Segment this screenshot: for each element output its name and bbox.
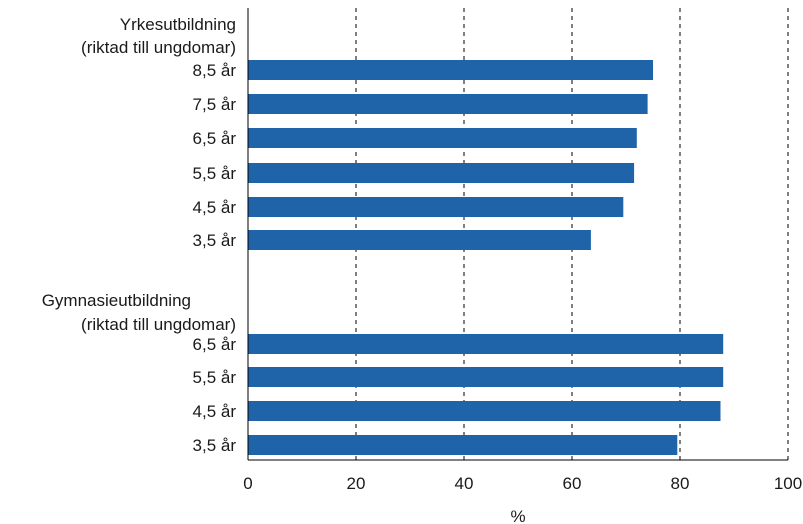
bar <box>248 334 724 354</box>
group-2-title-line1: Gymnasieutbildning <box>42 291 191 310</box>
x-tick-label: 60 <box>563 474 582 493</box>
bar <box>248 197 624 217</box>
bar <box>248 230 591 250</box>
category-label: 7,5 år <box>193 95 237 114</box>
bar <box>248 94 648 114</box>
x-tick-label: 20 <box>347 474 366 493</box>
category-label: 4,5 år <box>193 402 237 421</box>
group-1-title-line2: (riktad till ungdomar) <box>81 38 236 57</box>
bar <box>248 367 724 387</box>
category-label: 5,5 år <box>193 368 237 387</box>
x-tick-labels: 0 20 40 60 80 100 <box>243 474 802 493</box>
category-label: 5,5 år <box>193 164 237 183</box>
bar <box>248 128 637 148</box>
x-axis-label: % <box>510 507 525 524</box>
category-label: 8,5 år <box>193 61 237 80</box>
x-tick-label: 40 <box>455 474 474 493</box>
bar <box>248 60 653 80</box>
x-tick-label: 80 <box>671 474 690 493</box>
bar <box>248 163 635 183</box>
category-label: 4,5 år <box>193 198 237 217</box>
bars <box>248 60 724 455</box>
category-label: 6,5 år <box>193 335 237 354</box>
bar <box>248 435 678 455</box>
bar <box>248 401 721 421</box>
category-label: 3,5 år <box>193 231 237 250</box>
x-tick-label: 100 <box>774 474 802 493</box>
category-labels: 8,5 år 7,5 år 6,5 år 5,5 år 4,5 år 3,5 år 6,5 … <box>193 61 237 455</box>
category-label: 3,5 år <box>193 436 237 455</box>
group-2-title-line2: (riktad till ungdomar) <box>81 315 236 334</box>
x-tick-label: 0 <box>243 474 252 493</box>
group-1-title-line1: Yrkesutbildning <box>120 15 236 34</box>
category-label: 6,5 år <box>193 129 237 148</box>
